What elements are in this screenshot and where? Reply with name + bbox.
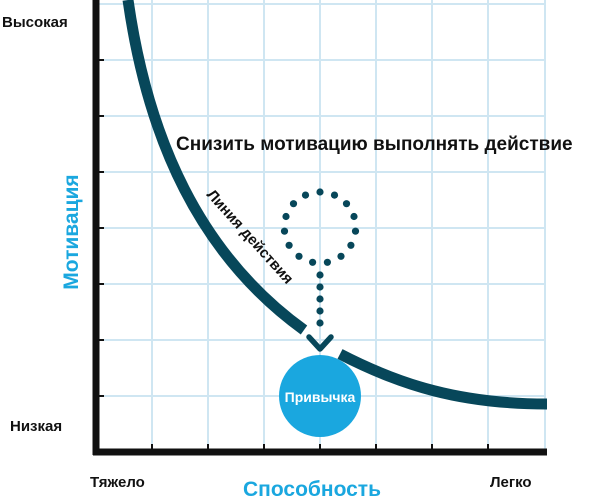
x-axis-title: Способность: [243, 478, 381, 501]
annotation-text: Снизить мотивацию выполнять действие: [176, 134, 573, 155]
y-low-label: Низкая: [10, 418, 62, 435]
dotted-arrow: [316, 271, 324, 327]
habit-circle: [279, 355, 361, 437]
habit-label: Привычка: [285, 389, 356, 405]
x-right-label: Легко: [490, 474, 532, 491]
dotted-circle: [280, 188, 360, 266]
arrow-head: [306, 334, 334, 352]
action-line-curve-tail: [337, 349, 548, 410]
x-left-label: Тяжело: [90, 474, 145, 491]
y-high-label: Высокая: [2, 14, 68, 31]
action-line-curve: [122, 0, 308, 335]
y-axis-title: Мотивация: [60, 174, 83, 289]
